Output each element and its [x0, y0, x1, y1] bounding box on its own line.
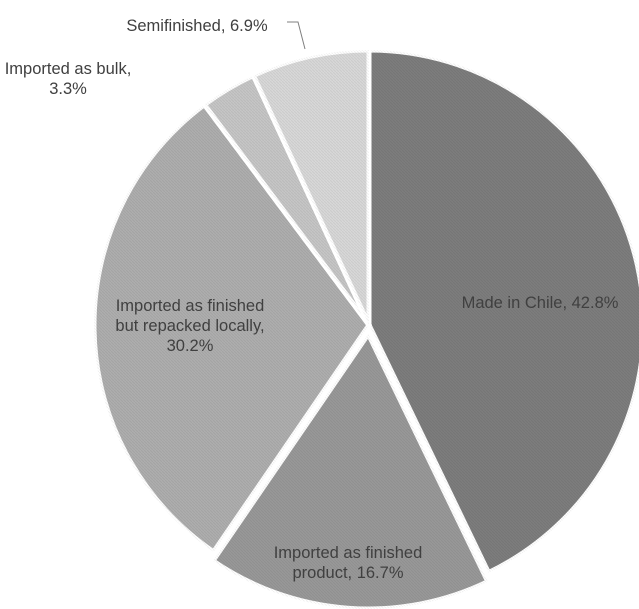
data-label-line: Semifinished, 6.9% [126, 17, 268, 35]
pie-slice-texture-1 [369, 50, 639, 573]
leader-line-semifinished [287, 21, 306, 50]
pie-slice-texture-5 [253, 50, 369, 325]
data-label-5: Semifinished, 6.9% [126, 17, 268, 35]
pie-slice-texture-2 [212, 333, 488, 609]
pie-slice-texture-3 [93, 104, 370, 552]
pie-slices [91, 47, 639, 609]
data-label-line: Made in Chile, 42.8% [462, 294, 619, 312]
pie-slice-texture-4 [204, 75, 369, 325]
data-label-1: Made in Chile, 42.8% [462, 294, 619, 312]
data-label-line: Imported as bulk, [5, 60, 132, 78]
data-label-4: Imported as bulk, 3.3% [5, 60, 132, 98]
data-label-line: but repacked locally, [115, 317, 264, 335]
data-label-3: Imported as finished but repacked locally… [115, 297, 264, 355]
label-leader-lines [287, 21, 306, 50]
data-label-line: Imported as finished [116, 297, 265, 315]
data-label-line: 30.2% [167, 337, 214, 355]
data-label-line: Imported as finished [274, 544, 423, 562]
data-label-line: 3.3% [49, 80, 87, 98]
data-label-line: product, 16.7% [293, 564, 404, 582]
data-label-2: Imported as finished product, 16.7% [274, 544, 423, 582]
data-labels: Made in Chile, 42.8% Imported as finished… [5, 17, 619, 582]
